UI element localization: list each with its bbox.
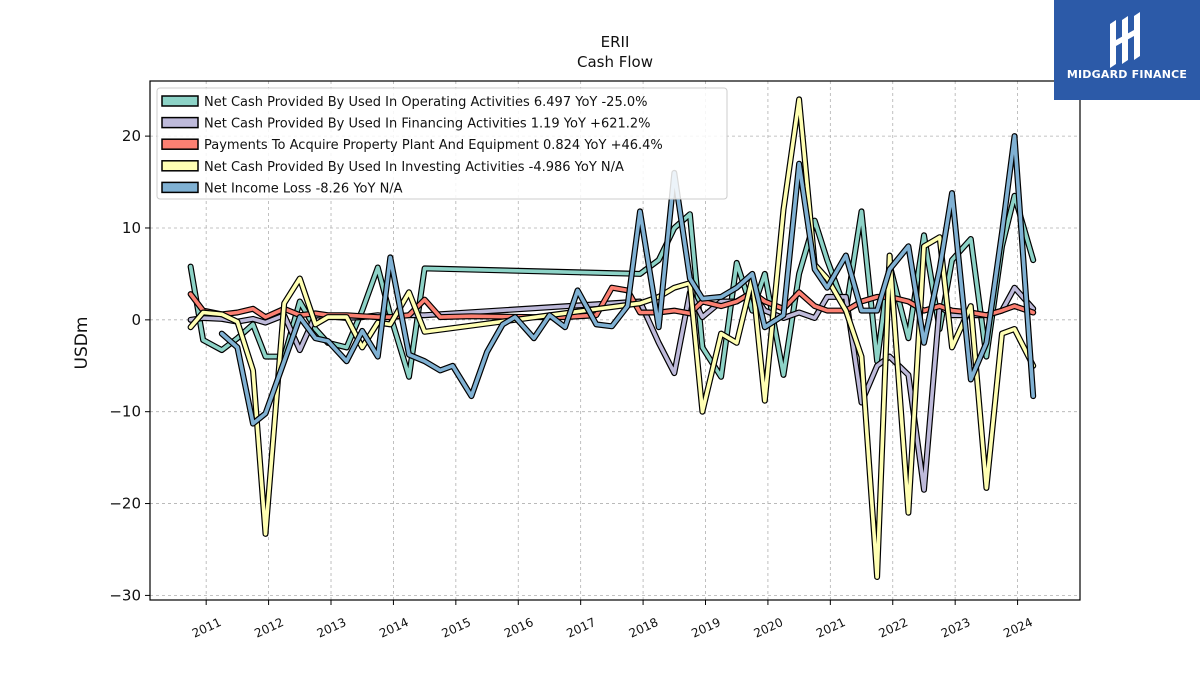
x-tick-label: 2020 <box>752 615 786 641</box>
legend-swatch <box>161 181 199 194</box>
y-tick-label: −20 <box>109 495 141 513</box>
legend-swatch <box>161 138 199 150</box>
x-tick-label: 2023 <box>939 615 973 641</box>
x-tick-label: 2017 <box>564 615 598 641</box>
chart-title: ERII <box>601 33 630 51</box>
legend-box <box>156 87 728 200</box>
legend-swatch <box>161 95 199 107</box>
x-tick-label: 2024 <box>1001 615 1035 641</box>
y-tick-label: 10 <box>122 219 141 237</box>
logo-text: MIDGARD FINANCE <box>1066 68 1188 81</box>
series-stroke <box>188 97 1035 579</box>
x-tick-label: 2022 <box>876 615 910 641</box>
x-tick-label: 2015 <box>440 615 474 641</box>
legend-swatch <box>161 160 199 172</box>
x-tick-label: 2011 <box>190 615 224 641</box>
series-stroke <box>220 134 1035 426</box>
legend-label: Net Cash Provided By Used In Investing A… <box>204 160 624 175</box>
series-line-1 <box>187 284 1037 493</box>
legend-swatch <box>161 116 199 129</box>
plot-frame <box>149 80 1081 601</box>
legend: Net Cash Provided By Used In Operating A… <box>156 87 728 200</box>
y-tick-label: −30 <box>109 586 141 604</box>
midgard-finance-logo: MIDGARD FINANCE <box>1054 0 1200 100</box>
x-tick-label: 2013 <box>315 615 349 641</box>
midgard-logo-icon <box>1110 12 1140 68</box>
y-tick-label: 20 <box>122 127 141 145</box>
x-tick-label: 2019 <box>689 615 723 641</box>
y-axis-label: USDm <box>72 317 92 370</box>
x-tick-label: 2014 <box>377 615 411 641</box>
x-tick-label: 2021 <box>814 615 848 641</box>
x-tick-label: 2016 <box>502 615 536 641</box>
legend-label: Net Cash Provided By Used In Financing A… <box>204 117 651 132</box>
x-tick-label: 2012 <box>252 615 286 641</box>
series-line-3 <box>187 96 1037 580</box>
legend-label: Payments To Acquire Property Plant And E… <box>204 138 663 153</box>
series-lines <box>187 96 1037 580</box>
y-tick-label: 0 <box>131 311 141 329</box>
series-stroke <box>188 285 1035 492</box>
legend-label: Net Income Loss -8.26 YoY N/A <box>204 181 403 196</box>
x-tick-label: 2018 <box>627 615 661 641</box>
series-line-4 <box>218 133 1037 427</box>
legend-label: Net Cash Provided By Used In Operating A… <box>204 95 647 110</box>
y-tick-label: −10 <box>109 403 141 421</box>
chart-subtitle: Cash Flow <box>577 53 653 71</box>
